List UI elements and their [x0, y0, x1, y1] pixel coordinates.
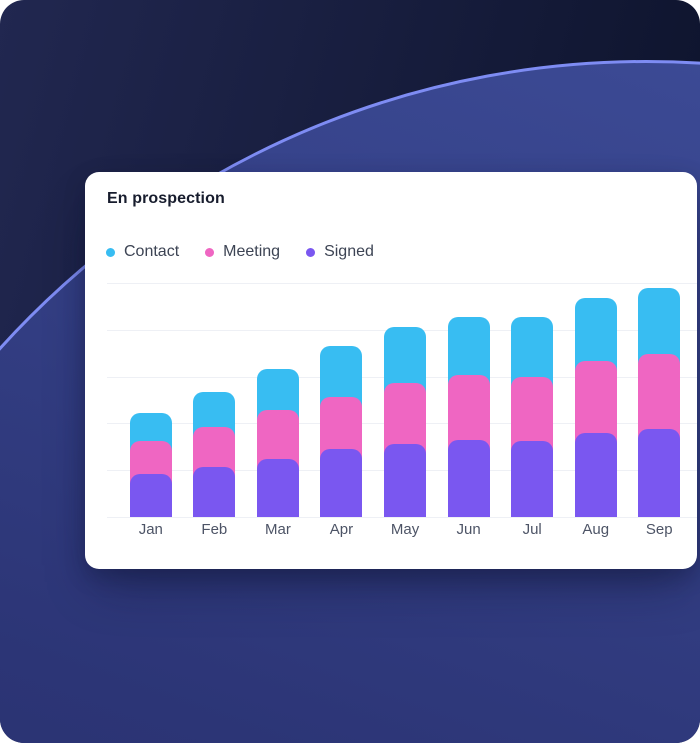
x-axis-label-jun: Jun [456, 521, 481, 538]
bar-column-jun [437, 283, 501, 517]
x-axis-label-sep: Sep [645, 521, 673, 538]
legend-label: Signed [324, 243, 374, 260]
bar-column-sep [628, 283, 692, 517]
signed-bar-segment-feb[interactable] [193, 467, 236, 517]
x-axis-label-mar: Mar [264, 521, 291, 538]
bar-column-feb [183, 283, 247, 517]
x-axis-label-aug: Aug [582, 521, 610, 538]
legend-item-meeting[interactable]: Meeting [205, 243, 280, 261]
bar-column-mar [246, 283, 310, 517]
signed-bar-segment-may[interactable] [384, 444, 427, 517]
signed-bar-segment-apr[interactable] [320, 449, 363, 517]
bars-area [119, 283, 691, 517]
legend-label: Meeting [223, 243, 281, 260]
signed-bar-segment-jan[interactable] [129, 474, 172, 517]
x-axis-label-apr: Apr [329, 521, 354, 538]
signed-bar-segment-jun[interactable] [447, 440, 490, 517]
meeting-legend-dot-icon [205, 247, 215, 257]
bar-column-aug [564, 283, 628, 517]
signed-bar-segment-sep[interactable] [638, 429, 681, 517]
x-axis-label-jul: Jul [522, 521, 542, 538]
signed-bar-segment-mar[interactable] [256, 459, 299, 517]
prospection-card: En prospection Contact Meeting Signed Jan F… [85, 172, 697, 569]
x-axis-label-jan: Jan [138, 521, 163, 538]
x-axis-label-may: May [390, 521, 420, 538]
stacked-bar-chart [85, 283, 697, 518]
bar-column-jul [500, 283, 564, 517]
contact-legend-dot-icon [106, 247, 115, 257]
card-title: En prospection [107, 190, 225, 207]
legend-label: Contact [124, 243, 180, 260]
chart-legend: Contact Meeting Signed [106, 243, 374, 261]
gridline [107, 283, 697, 284]
legend-item-contact[interactable]: Contact [106, 243, 179, 261]
x-axis-label-feb: Feb [201, 521, 228, 538]
signed-legend-dot-icon [306, 247, 316, 257]
bar-column-jan [119, 283, 183, 517]
legend-item-signed[interactable]: Signed [306, 243, 374, 261]
bar-column-may [373, 283, 437, 517]
x-axis-labels: Jan Feb Mar Apr May Jun Jul Aug Sep [119, 521, 691, 538]
bar-column-apr [310, 283, 374, 517]
signed-bar-segment-aug[interactable] [574, 433, 617, 517]
gridline [107, 517, 697, 518]
signed-bar-segment-jul[interactable] [511, 441, 554, 517]
